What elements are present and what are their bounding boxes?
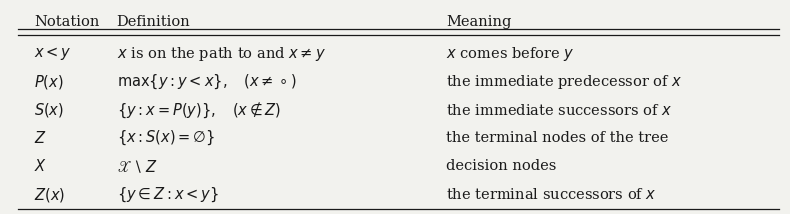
Text: $X$: $X$ bbox=[34, 158, 47, 174]
Text: $x$ is on the path to and $x \neq y$: $x$ is on the path to and $x \neq y$ bbox=[116, 45, 325, 63]
Text: the immediate predecessor of $x$: the immediate predecessor of $x$ bbox=[446, 73, 683, 91]
Text: $Z(x)$: $Z(x)$ bbox=[34, 186, 66, 204]
Text: $S(x)$: $S(x)$ bbox=[34, 101, 64, 119]
Text: decision nodes: decision nodes bbox=[446, 159, 556, 173]
Text: $\{y : x = P(y)\},\quad (x \notin Z)$: $\{y : x = P(y)\},\quad (x \notin Z)$ bbox=[116, 100, 281, 120]
Text: $x < y$: $x < y$ bbox=[34, 45, 72, 62]
Text: the terminal nodes of the tree: the terminal nodes of the tree bbox=[446, 131, 668, 145]
Text: Notation: Notation bbox=[34, 15, 100, 28]
Text: $\mathscr{X}\setminus Z$: $\mathscr{X}\setminus Z$ bbox=[116, 158, 157, 175]
Text: Meaning: Meaning bbox=[446, 15, 511, 28]
Text: Definition: Definition bbox=[116, 15, 190, 28]
Text: the immediate successors of $x$: the immediate successors of $x$ bbox=[446, 103, 672, 118]
Text: the terminal successors of $x$: the terminal successors of $x$ bbox=[446, 187, 656, 202]
Text: $\{x : S(x) = \emptyset\}$: $\{x : S(x) = \emptyset\}$ bbox=[116, 129, 215, 147]
Text: $P(x)$: $P(x)$ bbox=[34, 73, 64, 91]
Text: $\max\{y : y < x\},\quad (x \neq \circ)$: $\max\{y : y < x\},\quad (x \neq \circ)$ bbox=[116, 73, 297, 91]
Text: $Z$: $Z$ bbox=[34, 130, 47, 146]
Text: $\{y \in Z : x < y\}$: $\{y \in Z : x < y\}$ bbox=[116, 186, 218, 204]
Text: $x$ comes before $y$: $x$ comes before $y$ bbox=[446, 45, 574, 63]
